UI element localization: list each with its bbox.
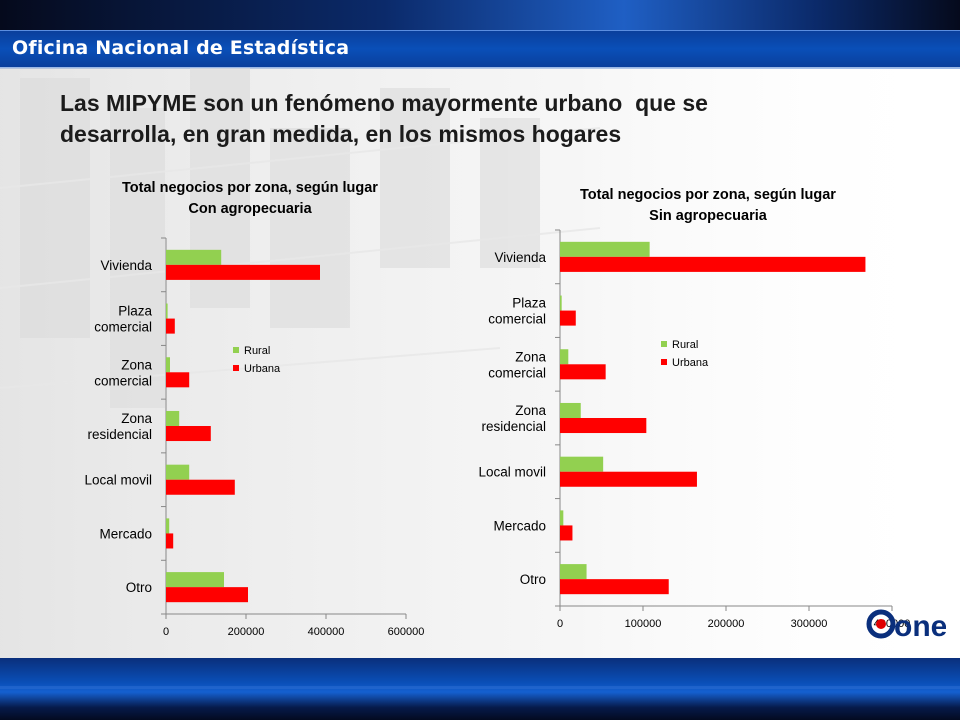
chart-2-bar-rural	[560, 295, 562, 311]
chart-1-category-label: Vivienda	[100, 258, 152, 273]
chart-2-category-label: Zona	[515, 349, 546, 364]
chart-1-category-label: Mercado	[99, 526, 152, 541]
chart-1-bar-urbana	[166, 372, 190, 388]
chart-1-category-label: comercial	[94, 373, 152, 388]
chart-2-category-label: Zona	[515, 403, 546, 418]
chart-2-bar-urbana	[560, 525, 573, 541]
chart-2-category-label: Local movil	[478, 465, 546, 480]
chart-1-bar-urbana	[166, 587, 248, 603]
footer-bar	[0, 658, 960, 720]
chart-1-x-tick-label: 600000	[388, 626, 425, 638]
slide-title-line-2: desarrolla, en gran medida, en los mismo…	[60, 121, 622, 147]
chart-1-bar-urbana	[166, 318, 175, 334]
chart-2-bar-urbana	[560, 364, 606, 380]
chart-1-bar-urbana	[166, 533, 174, 549]
chart-1-title: Total negocios por zona, según lugar Con…	[50, 178, 450, 220]
chart-2-category-label: Plaza	[512, 296, 546, 311]
chart-2-bar-rural	[560, 241, 650, 257]
chart-2-bar-urbana	[560, 471, 697, 487]
chart-2-x-tick-label: 100000	[625, 618, 662, 630]
chart-1-x-tick-label: 200000	[228, 626, 265, 638]
chart-1-category-label: Zona	[121, 411, 152, 426]
chart-1-category-label: Plaza	[118, 304, 152, 319]
chart-1-bar-urbana	[166, 426, 211, 442]
chart-2-category-label: comercial	[488, 312, 546, 327]
chart-2-title-line-2: Sin agropecuaria	[649, 208, 767, 224]
chart-1-category-label: Zona	[121, 357, 152, 372]
background-watermark	[0, 68, 960, 658]
chart-2-bar-urbana	[560, 256, 866, 272]
slide-title: Las MIPYME son un fenómeno mayormente ur…	[60, 88, 900, 150]
chart-2-legend-label: Rural	[672, 339, 698, 351]
chart-1-bar-rural	[166, 464, 190, 480]
chart-2-legend-label: Urbana	[672, 357, 709, 369]
chart-2-bar-rural	[560, 349, 569, 365]
chart-2-category-label: comercial	[488, 365, 546, 380]
chart-2-bar-rural	[560, 564, 587, 580]
chart-1-x-tick-label: 0	[163, 626, 169, 638]
chart-2-bar-rural	[560, 510, 564, 526]
chart-2-category-label: Otro	[520, 572, 546, 587]
top-dark-band	[0, 0, 960, 30]
chart-1-bar-urbana	[166, 479, 235, 495]
slide-title-line-1: Las MIPYME son un fenómeno mayormente ur…	[60, 90, 708, 116]
chart-2-bar-rural	[560, 402, 581, 418]
chart-2-title: Total negocios por zona, según lugar Sin…	[508, 185, 908, 227]
chart-2-x-tick-label: 300000	[791, 618, 828, 630]
chart-1-legend-swatch	[233, 365, 239, 371]
chart-1-bar-rural	[166, 303, 168, 319]
header-title: Oficina Nacional de Estadística	[12, 37, 350, 59]
chart-1-bar-rural	[166, 572, 224, 588]
chart-2-x-tick-label: 200000	[708, 618, 745, 630]
chart-2-bar-urbana	[560, 418, 647, 434]
chart-1-category-label: Local movil	[84, 473, 152, 488]
one-logo-icon: one	[866, 609, 946, 642]
chart-1-bar-rural	[166, 410, 180, 426]
chart-1-title-line-1: Total negocios por zona, según lugar	[122, 180, 378, 196]
chart-1-category-label: residencial	[87, 427, 152, 442]
chart-2-category-label: residencial	[481, 419, 546, 434]
chart-1-title-line-2: Con agropecuaria	[188, 201, 312, 217]
chart-1-category-label: comercial	[94, 320, 152, 335]
chart-1-legend-label: Urbana	[244, 363, 281, 375]
chart-1-bar-rural	[166, 357, 170, 373]
chart-2-bar-rural	[560, 456, 604, 472]
chart-1-bar-rural	[166, 518, 170, 534]
chart-1-legend-swatch	[233, 347, 239, 353]
logo-text: one	[894, 610, 946, 642]
chart-2-category-label: Vivienda	[494, 250, 546, 265]
chart-1-bar-rural	[166, 249, 222, 265]
chart-2-x-tick-label: 0	[557, 618, 563, 630]
chart-1-category-label: Otro	[126, 580, 152, 595]
chart-2-category-label: Mercado	[493, 518, 546, 533]
chart-2-bar-urbana	[560, 310, 576, 326]
footer-stripe	[0, 686, 960, 689]
chart-1-x-tick-label: 400000	[308, 626, 345, 638]
chart-1-legend-label: Rural	[244, 345, 270, 357]
chart-2-legend-swatch	[661, 359, 667, 365]
chart-1-bar-urbana	[166, 264, 320, 280]
chart-2-title-line-1: Total negocios por zona, según lugar	[580, 187, 836, 203]
chart-2-bar-urbana	[560, 579, 669, 595]
chart-2-legend-swatch	[661, 341, 667, 347]
